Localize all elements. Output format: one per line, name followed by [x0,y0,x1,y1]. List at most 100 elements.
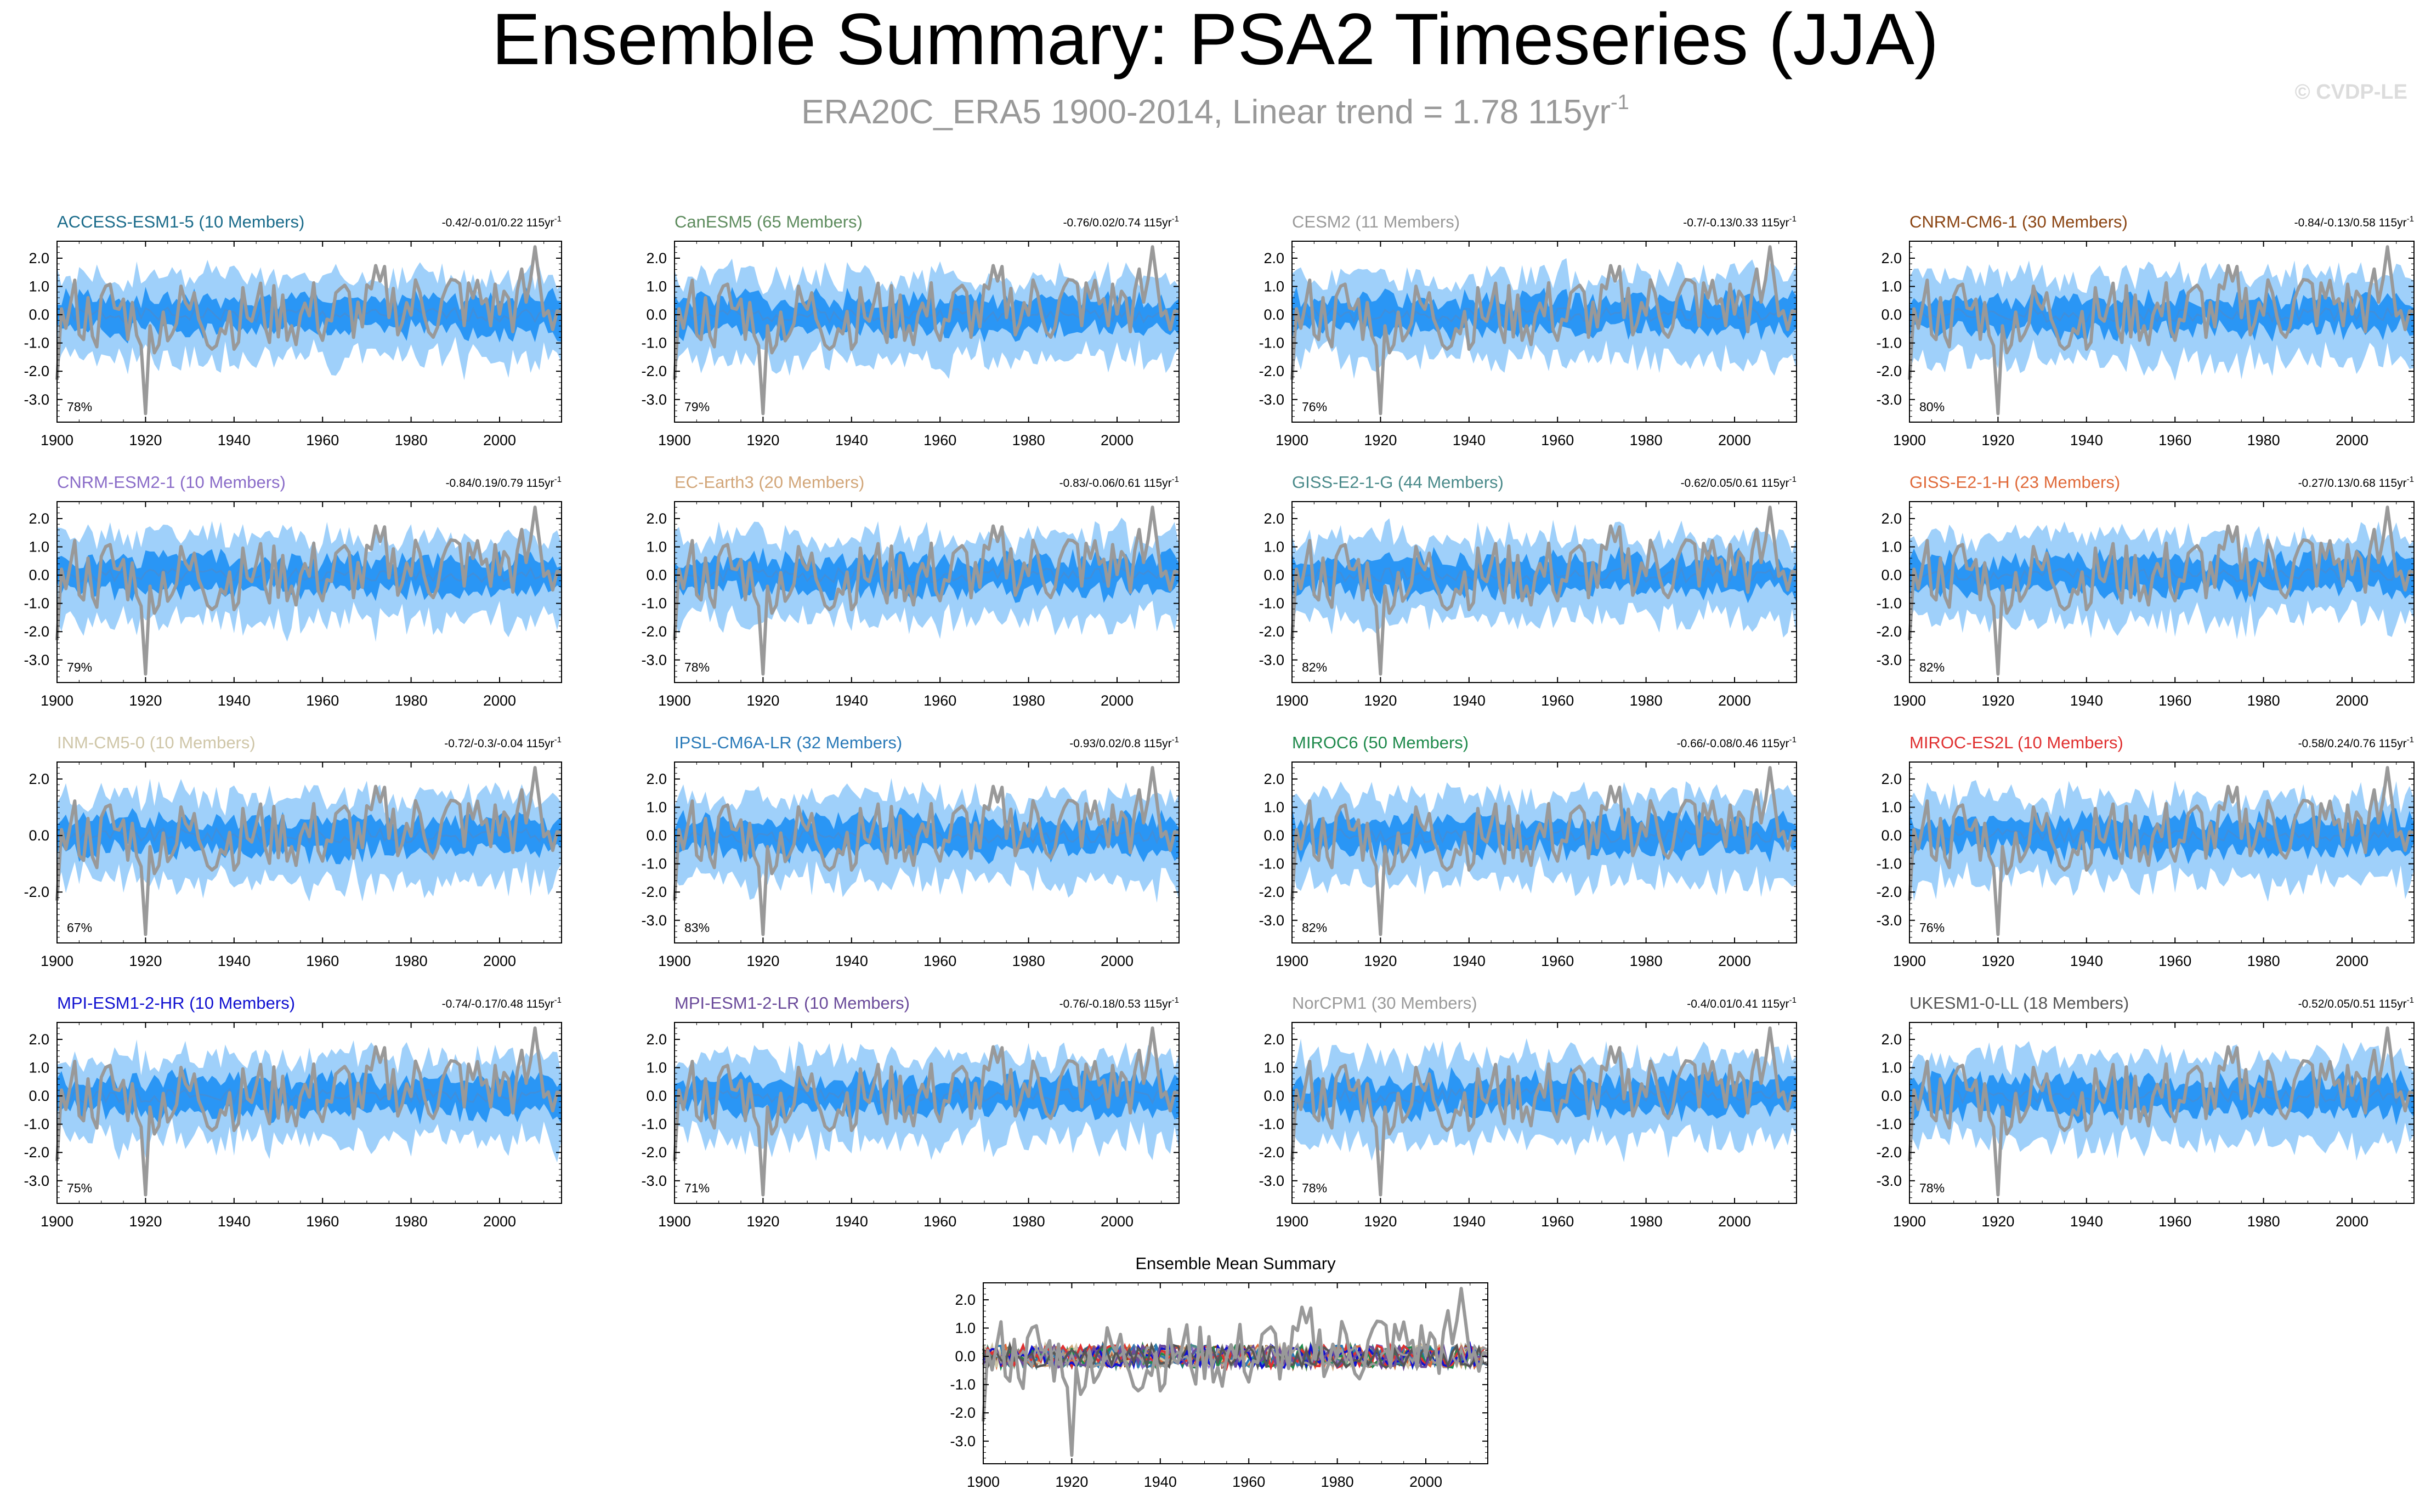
y-tick-label: 0.0 [646,567,667,583]
chart-panel: 2.0 1.0 0.0 -1.0 -2.0 -3.0 1900 1920 1940 1960 198… [1259,733,1797,969]
x-tick-label: 1980 [1630,692,1663,709]
x-tick-label: 1960 [923,953,956,969]
trend-range-text: -0.84/0.19/0.79 115yr [446,477,554,490]
y-tick-label: 2.0 [646,250,667,266]
y-tick-label: -1.0 [1876,856,1902,872]
y-tick-label: 1.0 [1263,1060,1284,1076]
panel-trend-range: -0.76/-0.18/0.53 115yr-1 [1059,996,1179,1010]
trend-range-superscript: -1 [1172,735,1179,744]
x-tick-label: 1960 [923,432,956,448]
x-tick-label: 1900 [1893,432,1926,448]
plot-area [55,766,562,936]
panel-title: EC-Earth3 (20 Members) [675,473,864,492]
panel-title: GISS-E2-1-H (23 Members) [1909,473,2120,492]
y-tick-label: 0.0 [29,1088,49,1104]
y-tick-label: -1.0 [1259,1116,1284,1133]
y-tick-label: -1.0 [641,1116,667,1133]
panel-percentile: 79% [684,400,710,414]
x-tick-label: 1940 [2070,432,2103,448]
x-tick-label: 1900 [658,953,691,969]
panel-title: CNRM-CM6-1 (30 Members) [1909,212,2128,231]
y-tick-label: -3.0 [641,391,667,408]
y-tick-label: 2.0 [1881,250,1902,266]
ensemble-mean-line [674,306,1180,324]
chart-panel: 2.0 1.0 0.0 -1.0 -2.0 -3.0 1900 1920 1940 1960 198… [1876,212,2415,448]
y-tick-label: 2.0 [1881,771,1902,787]
plot-area [1908,766,2415,936]
y-tick-label: 2.0 [1263,250,1284,266]
panel-percentile: 78% [1919,1181,1945,1195]
x-tick-label: 2000 [1101,692,1134,709]
panel-percentile: 80% [1919,400,1945,414]
y-tick-label: 1.0 [29,539,49,555]
x-tick-label: 1960 [1541,953,1574,969]
panel-title: MPI-ESM1-2-HR (10 Members) [57,993,295,1013]
panel-percentile: 78% [684,660,710,674]
y-tick-label: -3.0 [24,1173,49,1189]
x-tick-label: 1980 [395,953,428,969]
trend-range-text: -0.4/0.01/0.41 115yr [1687,998,1789,1010]
panel-trend-range: -0.72/-0.3/-0.04 115yr-1 [444,735,562,750]
plot-area [1908,1026,2415,1197]
x-tick-label: 1940 [218,953,251,969]
x-tick-label: 1960 [2158,953,2191,969]
x-tick-label: 2000 [1718,953,1751,969]
y-tick-label: 0.0 [1263,306,1284,323]
x-tick-label: 2000 [1101,953,1134,969]
plot-area [1290,1026,1797,1197]
y-tick-label: -1.0 [1876,335,1902,351]
y-tick-label: -1.0 [24,595,49,612]
y-tick-label: -3.0 [1259,391,1284,408]
y-tick-label: 0.0 [1263,827,1284,844]
x-tick-label: 1940 [1453,432,1486,448]
y-tick-label: -1.0 [1259,856,1284,872]
observed-series-line [1908,245,2415,416]
x-tick-label: 1900 [41,692,73,709]
x-tick-label: 1920 [129,1213,162,1230]
x-tick-label: 1900 [1276,953,1308,969]
trend-range-text: -0.76/-0.18/0.53 115yr [1059,998,1172,1010]
x-tick-label: 1940 [2070,692,2103,709]
x-tick-label: 1980 [1630,953,1663,969]
x-tick-label: 1900 [1276,1213,1308,1230]
y-tick-label: -1.0 [1876,1116,1902,1133]
panel-trend-range: -0.76/0.02/0.74 115yr-1 [1063,214,1179,229]
observed-series-line [1908,766,2415,936]
panel-trend-range: -0.84/0.19/0.79 115yr-1 [446,475,562,490]
x-tick-label: 1980 [1321,1474,1354,1490]
panel-trend-range: -0.4/0.01/0.41 115yr-1 [1687,996,1797,1010]
panel-trend-range: -0.93/0.02/0.8 115yr-1 [1069,735,1179,750]
trend-range-superscript: -1 [554,735,562,744]
y-tick-label: 0.0 [1263,1088,1284,1104]
panel-percentile: 75% [67,1181,92,1195]
y-tick-label: 1.0 [1263,278,1284,295]
trend-range-superscript: -1 [2407,735,2414,744]
panel-title: ACCESS-ESM1-5 (10 Members) [57,212,304,231]
chart-panel: 2.0 1.0 0.0 -1.0 -2.0 -3.0 1900 1920 1940 1960 198… [1259,993,1797,1230]
x-tick-label: 1980 [2247,953,2280,969]
ensemble-mean-line [1291,1087,1797,1106]
x-tick-label: 2000 [2336,432,2368,448]
panel-grid: 2.0 1.0 0.0 -1.0 -2.0 -3.0 1900 1920 1940 1960 198… [24,212,2415,1230]
y-tick-label: -3.0 [1876,391,1902,408]
y-tick-label: 0.0 [29,567,49,583]
panel-trend-range: -0.66/-0.08/0.46 115yr-1 [1677,735,1797,750]
x-tick-label: 1960 [2158,432,2191,448]
trend-range-text: -0.76/0.02/0.74 115yr [1063,217,1172,229]
y-tick-label: 2.0 [646,1031,667,1048]
trend-range-text: -0.27/0.13/0.68 115yr [2298,477,2407,490]
ensemble-mean-series [982,1341,1488,1372]
panel-title: NorCPM1 (30 Members) [1292,993,1477,1013]
panel-percentile: 82% [1919,660,1945,674]
ensemble-mean-line [1908,826,2415,845]
y-tick-label: -3.0 [24,652,49,668]
x-tick-label: 1900 [658,692,691,709]
x-tick-label: 1900 [658,432,691,448]
y-tick-label: 1.0 [1881,278,1902,295]
panel-title: MPI-ESM1-2-LR (10 Members) [675,993,910,1013]
x-tick-label: 1920 [1981,432,2014,448]
panel-trend-range: -0.84/-0.13/0.58 115yr-1 [2294,214,2414,229]
observed-series-line [673,245,1180,416]
y-tick-label: -1.0 [641,595,667,612]
